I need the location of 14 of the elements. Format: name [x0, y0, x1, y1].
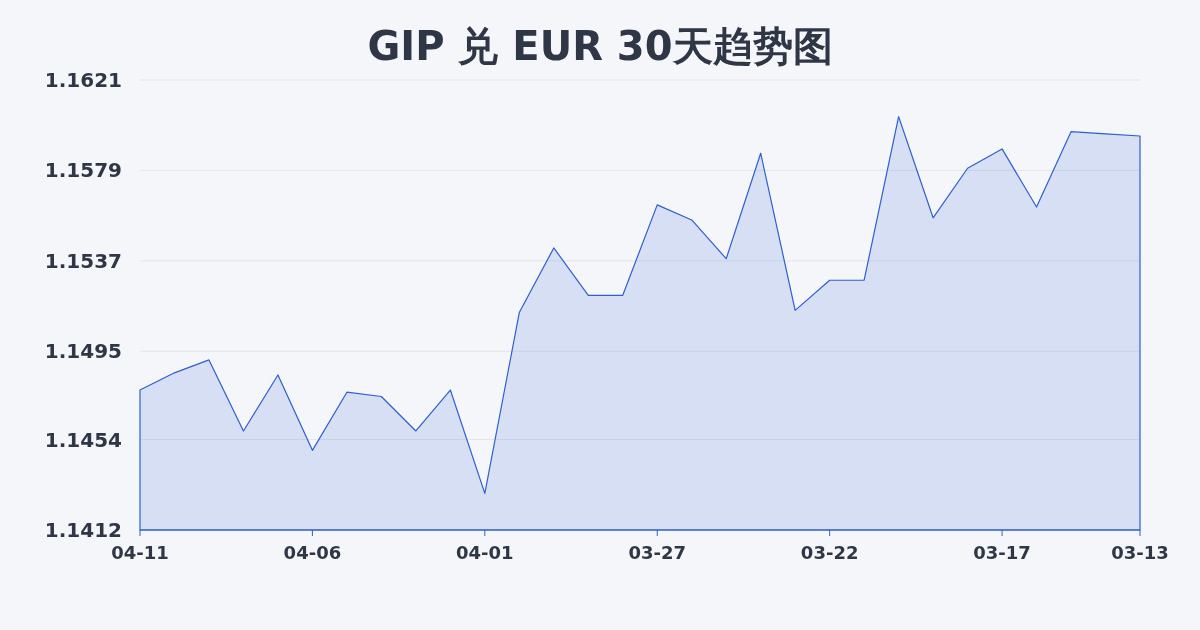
y-tick-label: 1.1537 — [44, 248, 122, 273]
x-tick-label: 04-01 — [456, 542, 514, 563]
y-tick-label: 1.1412 — [44, 518, 122, 542]
x-tick-label: 04-06 — [283, 542, 342, 563]
chart-title: GIP 兑 EUR 30天趋势图 — [367, 23, 833, 69]
x-tick-label: 03-13 — [1111, 542, 1169, 563]
y-tick-label: 1.1579 — [44, 158, 122, 183]
y-tick-label: 1.1495 — [44, 339, 122, 364]
x-tick-label: 04-11 — [111, 542, 169, 563]
x-tick-label: 03-27 — [628, 542, 687, 563]
x-tick-label: 03-17 — [973, 542, 1031, 563]
y-tick-label: 1.1621 — [44, 68, 122, 92]
x-tick-label: 03-22 — [800, 542, 859, 563]
y-tick-label: 1.1454 — [44, 427, 122, 452]
